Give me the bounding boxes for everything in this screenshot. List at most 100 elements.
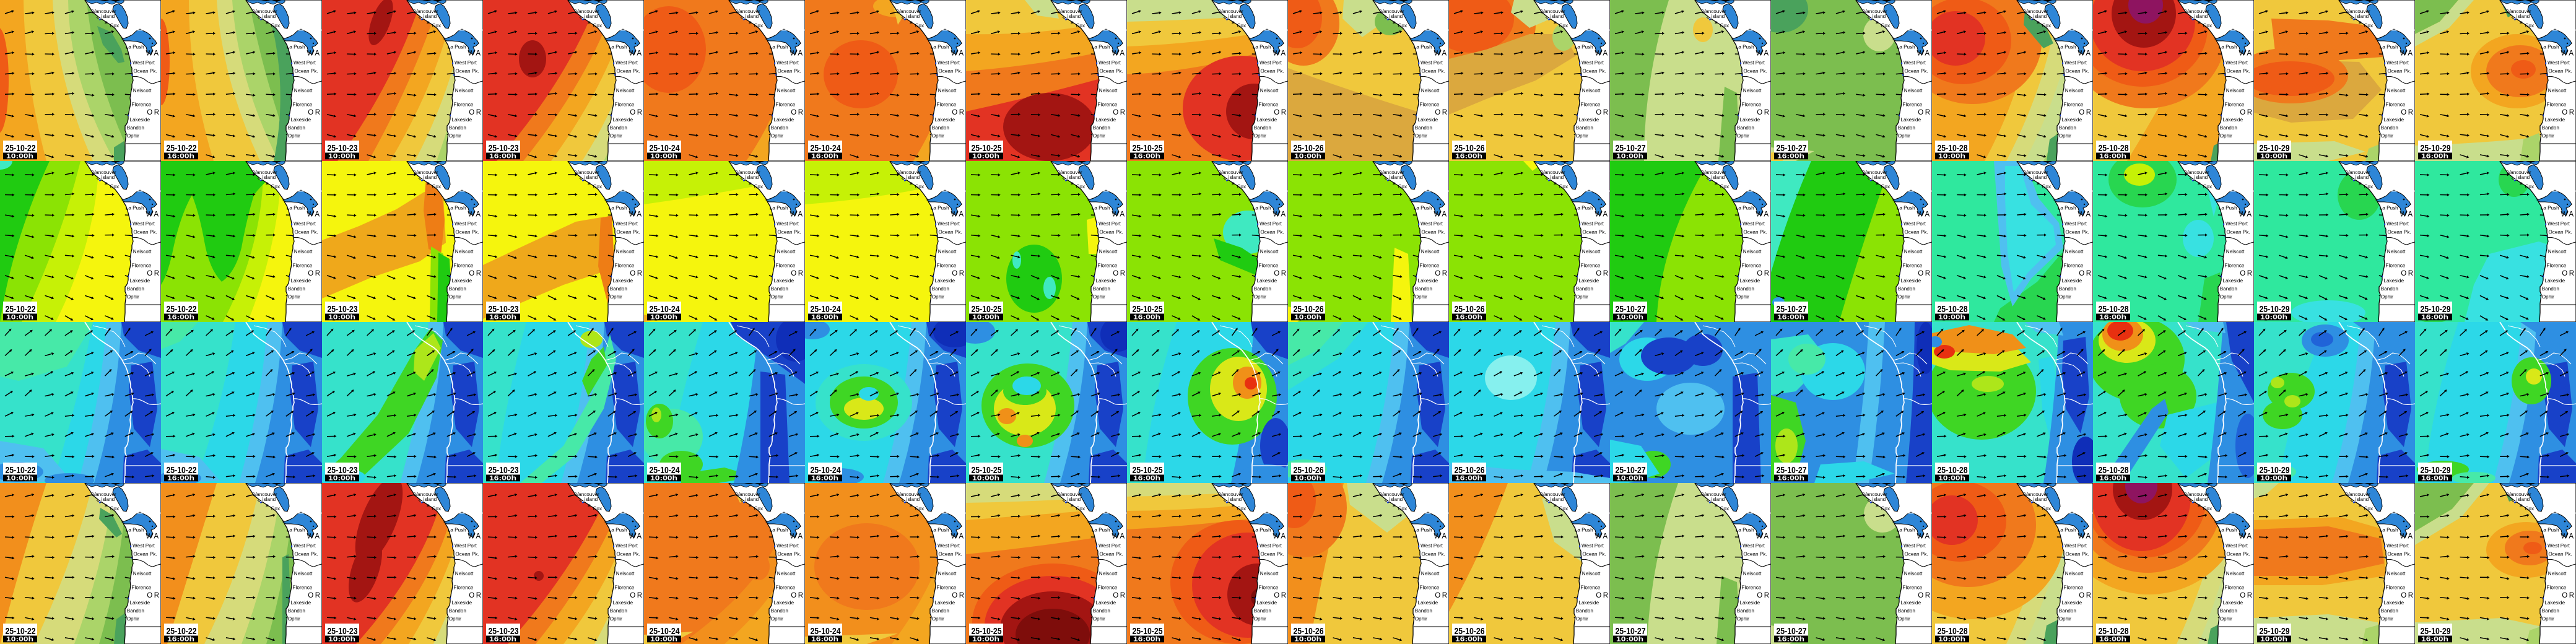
svg-text:10:00h: 10:00h (1294, 314, 1321, 321)
svg-text:25-10-22: 25-10-22 (6, 627, 36, 637)
svg-text:25-10-25: 25-10-25 (972, 144, 1002, 154)
svg-text:25-10-26: 25-10-26 (1455, 144, 1485, 154)
svg-text:16:00h: 16:00h (167, 153, 194, 160)
svg-text:16:00h: 16:00h (811, 475, 838, 482)
svg-text:25-10-25: 25-10-25 (972, 305, 1002, 315)
svg-text:25-10-26: 25-10-26 (1294, 627, 1324, 637)
svg-text:16:00h: 16:00h (2421, 475, 2448, 482)
svg-text:16:00h: 16:00h (2099, 314, 2126, 321)
svg-text:25-10-22: 25-10-22 (167, 305, 197, 315)
svg-text:10:00h: 10:00h (650, 153, 677, 160)
svg-text:25-10-27: 25-10-27 (1777, 144, 1807, 154)
svg-text:10:00h: 10:00h (1616, 475, 1643, 482)
svg-text:16:00h: 16:00h (1133, 314, 1160, 321)
svg-text:25-10-22: 25-10-22 (6, 466, 36, 476)
svg-text:25-10-28: 25-10-28 (2099, 144, 2129, 154)
svg-text:16:00h: 16:00h (167, 636, 194, 643)
svg-text:16:00h: 16:00h (811, 153, 838, 160)
svg-text:25-10-25: 25-10-25 (1133, 627, 1163, 637)
svg-text:25-10-23: 25-10-23 (489, 144, 519, 154)
svg-text:25-10-28: 25-10-28 (1938, 466, 1968, 476)
svg-text:16:00h: 16:00h (167, 475, 194, 482)
svg-text:16:00h: 16:00h (167, 314, 194, 321)
svg-text:16:00h: 16:00h (489, 475, 516, 482)
svg-text:16:00h: 16:00h (1777, 153, 1804, 160)
svg-text:25-10-26: 25-10-26 (1455, 466, 1485, 476)
svg-text:10:00h: 10:00h (650, 314, 677, 321)
svg-text:25-10-28: 25-10-28 (2099, 466, 2129, 476)
svg-text:25-10-24: 25-10-24 (811, 627, 841, 637)
svg-text:25-10-26: 25-10-26 (1455, 305, 1485, 315)
svg-text:10:00h: 10:00h (6, 314, 33, 321)
svg-text:25-10-28: 25-10-28 (2099, 627, 2129, 637)
svg-text:25-10-23: 25-10-23 (489, 305, 519, 315)
svg-text:16:00h: 16:00h (2421, 636, 2448, 643)
svg-text:10:00h: 10:00h (972, 475, 999, 482)
svg-text:25-10-24: 25-10-24 (811, 144, 841, 154)
svg-text:25-10-23: 25-10-23 (328, 627, 358, 637)
svg-text:25-10-24: 25-10-24 (811, 305, 841, 315)
svg-text:25-10-26: 25-10-26 (1455, 627, 1485, 637)
svg-text:10:00h: 10:00h (2260, 475, 2287, 482)
svg-text:16:00h: 16:00h (2099, 475, 2126, 482)
svg-text:10:00h: 10:00h (2260, 314, 2287, 321)
svg-text:25-10-28: 25-10-28 (1938, 144, 1968, 154)
svg-text:25-10-24: 25-10-24 (811, 466, 841, 476)
svg-text:25-10-24: 25-10-24 (650, 144, 680, 154)
svg-text:25-10-29: 25-10-29 (2421, 627, 2451, 637)
svg-text:10:00h: 10:00h (1294, 636, 1321, 643)
svg-text:10:00h: 10:00h (1616, 636, 1643, 643)
svg-text:10:00h: 10:00h (972, 153, 999, 160)
svg-text:16:00h: 16:00h (2099, 153, 2126, 160)
svg-text:25-10-22: 25-10-22 (167, 466, 197, 476)
svg-text:25-10-29: 25-10-29 (2421, 305, 2451, 315)
svg-text:25-10-22: 25-10-22 (167, 144, 197, 154)
svg-text:25-10-25: 25-10-25 (1133, 305, 1163, 315)
svg-text:25-10-26: 25-10-26 (1294, 305, 1324, 315)
svg-text:16:00h: 16:00h (1133, 475, 1160, 482)
svg-text:25-10-29: 25-10-29 (2260, 466, 2290, 476)
svg-text:10:00h: 10:00h (1616, 314, 1643, 321)
svg-text:16:00h: 16:00h (2421, 153, 2448, 160)
svg-text:25-10-29: 25-10-29 (2260, 144, 2290, 154)
svg-text:25-10-29: 25-10-29 (2260, 627, 2290, 637)
svg-text:25-10-27: 25-10-27 (1777, 466, 1807, 476)
svg-text:10:00h: 10:00h (972, 314, 999, 321)
svg-text:10:00h: 10:00h (1294, 475, 1321, 482)
svg-text:16:00h: 16:00h (2421, 314, 2448, 321)
svg-text:25-10-27: 25-10-27 (1777, 305, 1807, 315)
svg-text:10:00h: 10:00h (650, 475, 677, 482)
svg-text:16:00h: 16:00h (1133, 153, 1160, 160)
svg-text:16:00h: 16:00h (1455, 475, 1482, 482)
svg-text:25-10-25: 25-10-25 (1133, 144, 1163, 154)
svg-text:25-10-28: 25-10-28 (1938, 627, 1968, 637)
svg-text:25-10-23: 25-10-23 (489, 466, 519, 476)
svg-text:10:00h: 10:00h (2260, 636, 2287, 643)
svg-text:16:00h: 16:00h (811, 636, 838, 643)
svg-text:10:00h: 10:00h (328, 475, 355, 482)
svg-text:25-10-28: 25-10-28 (2099, 305, 2129, 315)
svg-text:25-10-26: 25-10-26 (1294, 466, 1324, 476)
svg-text:25-10-29: 25-10-29 (2260, 305, 2290, 315)
svg-text:25-10-22: 25-10-22 (6, 144, 36, 154)
svg-text:25-10-24: 25-10-24 (650, 305, 680, 315)
svg-text:25-10-27: 25-10-27 (1616, 466, 1646, 476)
svg-text:16:00h: 16:00h (1133, 636, 1160, 643)
svg-text:25-10-27: 25-10-27 (1777, 627, 1807, 637)
svg-text:25-10-23: 25-10-23 (328, 144, 358, 154)
svg-text:10:00h: 10:00h (6, 153, 33, 160)
svg-text:25-10-24: 25-10-24 (650, 466, 680, 476)
svg-text:16:00h: 16:00h (811, 314, 838, 321)
svg-text:16:00h: 16:00h (489, 153, 516, 160)
svg-text:16:00h: 16:00h (2099, 636, 2126, 643)
svg-text:10:00h: 10:00h (1938, 314, 1965, 321)
svg-text:16:00h: 16:00h (1777, 636, 1804, 643)
svg-text:25-10-25: 25-10-25 (972, 466, 1002, 476)
svg-text:25-10-22: 25-10-22 (6, 305, 36, 315)
svg-text:10:00h: 10:00h (328, 636, 355, 643)
svg-text:16:00h: 16:00h (1777, 475, 1804, 482)
svg-text:25-10-23: 25-10-23 (328, 466, 358, 476)
svg-text:10:00h: 10:00h (6, 636, 33, 643)
svg-text:16:00h: 16:00h (489, 314, 516, 321)
svg-text:25-10-22: 25-10-22 (167, 627, 197, 637)
